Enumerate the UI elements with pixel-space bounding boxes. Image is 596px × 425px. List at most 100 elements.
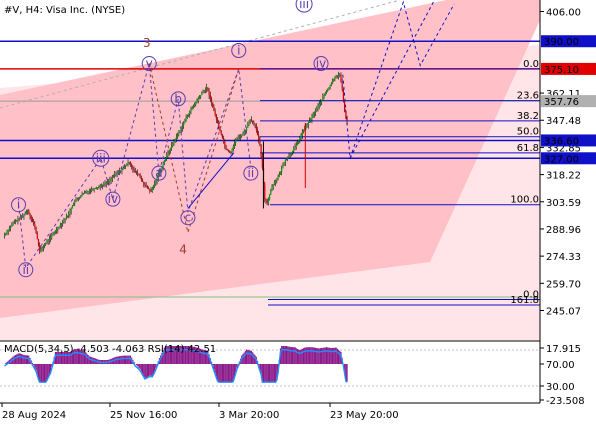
candle-body (266, 201, 268, 203)
fib-level-label: 161.8 (510, 295, 539, 306)
candle-body (300, 135, 302, 138)
date-tick-label: 3 Mar 20:00 (219, 410, 279, 421)
candle-body (187, 113, 190, 116)
candle-body (230, 151, 232, 153)
candle-body (173, 141, 175, 144)
candle-body (36, 233, 38, 240)
candle-body (125, 165, 127, 167)
candle-body (203, 90, 205, 92)
candle-body (169, 148, 171, 151)
candle-body (346, 116, 348, 122)
candle-body (186, 115, 188, 119)
candle-body (133, 168, 135, 172)
price-tick-label: 332.85 (546, 143, 581, 154)
candle-body (301, 132, 303, 136)
fib-level-label: 23.6 (517, 91, 539, 102)
candle-body (302, 130, 305, 133)
wave-label: iii (96, 151, 106, 165)
candle-body (277, 176, 279, 179)
candle-body (18, 218, 20, 220)
candle-body (344, 100, 346, 112)
candle-body (60, 223, 63, 225)
candle-body (213, 106, 215, 111)
candle-body (341, 82, 343, 90)
candle-body (121, 169, 123, 171)
candle-body (53, 232, 55, 235)
candle-body (287, 157, 289, 159)
fib-level-label: 0.0 (523, 289, 539, 300)
wave-label-circle (11, 197, 27, 213)
candle-body (189, 111, 191, 114)
price-tick-label: 406.00 (546, 8, 581, 19)
candle-body (227, 149, 230, 151)
candle-body (123, 166, 125, 169)
candle-body (296, 142, 299, 146)
candle-body (291, 150, 294, 153)
candle-body (319, 101, 322, 105)
candle-body (102, 184, 104, 186)
date-tick-label: 25 Nov 16:00 (110, 410, 177, 421)
candle-body (258, 135, 260, 141)
candle-body (82, 193, 84, 195)
candle-body (131, 164, 133, 167)
candle-body (88, 190, 90, 192)
projection-line (349, 0, 436, 159)
candle-body (129, 161, 132, 165)
candle-body (295, 145, 297, 148)
candle-body (103, 184, 105, 186)
candle-body (175, 136, 178, 140)
price-tick-label: 259.70 (546, 279, 581, 290)
candle-body (149, 189, 151, 191)
level-badge-label: 336.60 (544, 136, 579, 147)
wave-label-circle (180, 210, 196, 226)
candle-body (105, 183, 107, 185)
candle-body (56, 229, 58, 232)
candle-body (207, 87, 209, 92)
candle-body (254, 123, 256, 125)
candle-body (37, 239, 40, 246)
candle-body (6, 231, 8, 234)
candle-body (145, 185, 147, 187)
candle-body (229, 150, 231, 152)
candle-body (196, 100, 198, 103)
candle-body (8, 228, 11, 230)
wave-label-circle (170, 91, 186, 107)
price-tick-label: 318.22 (546, 171, 581, 182)
candle-body (233, 142, 236, 147)
candle-body (76, 199, 78, 201)
candle-body (161, 166, 163, 170)
candle-body (246, 127, 248, 131)
candle-body (69, 211, 71, 215)
candle-body (253, 122, 255, 124)
rsi-line (4, 349, 348, 383)
candle-body (29, 213, 31, 216)
wave-label: i (17, 198, 20, 212)
candle-body (12, 223, 14, 225)
wave-label-circle (92, 149, 110, 167)
candle-body (140, 177, 142, 180)
candle-body (256, 129, 259, 136)
candle-body (5, 233, 7, 235)
indicator-pane (0, 346, 540, 387)
candle-body (313, 112, 315, 115)
candle-body (223, 137, 225, 142)
candle-body (22, 215, 24, 217)
candle-body (298, 140, 300, 143)
candle-body (71, 205, 73, 209)
candle-body (72, 202, 75, 206)
date-tick-label: 23 May 20:00 (330, 410, 399, 421)
candle-body (305, 126, 307, 129)
wave-label-circle (231, 43, 247, 59)
candle-body (312, 114, 314, 118)
candle-body (109, 179, 111, 182)
candle-body (65, 217, 67, 219)
candle-body (135, 172, 138, 174)
candle-body (138, 174, 140, 176)
candle-body (117, 172, 119, 174)
wave-label-circle (295, 0, 313, 13)
candle-body (310, 119, 312, 122)
candle-body (288, 155, 290, 158)
candle-body (144, 184, 146, 186)
wave-label-major: 3 (143, 36, 151, 50)
candle-body (190, 109, 192, 112)
